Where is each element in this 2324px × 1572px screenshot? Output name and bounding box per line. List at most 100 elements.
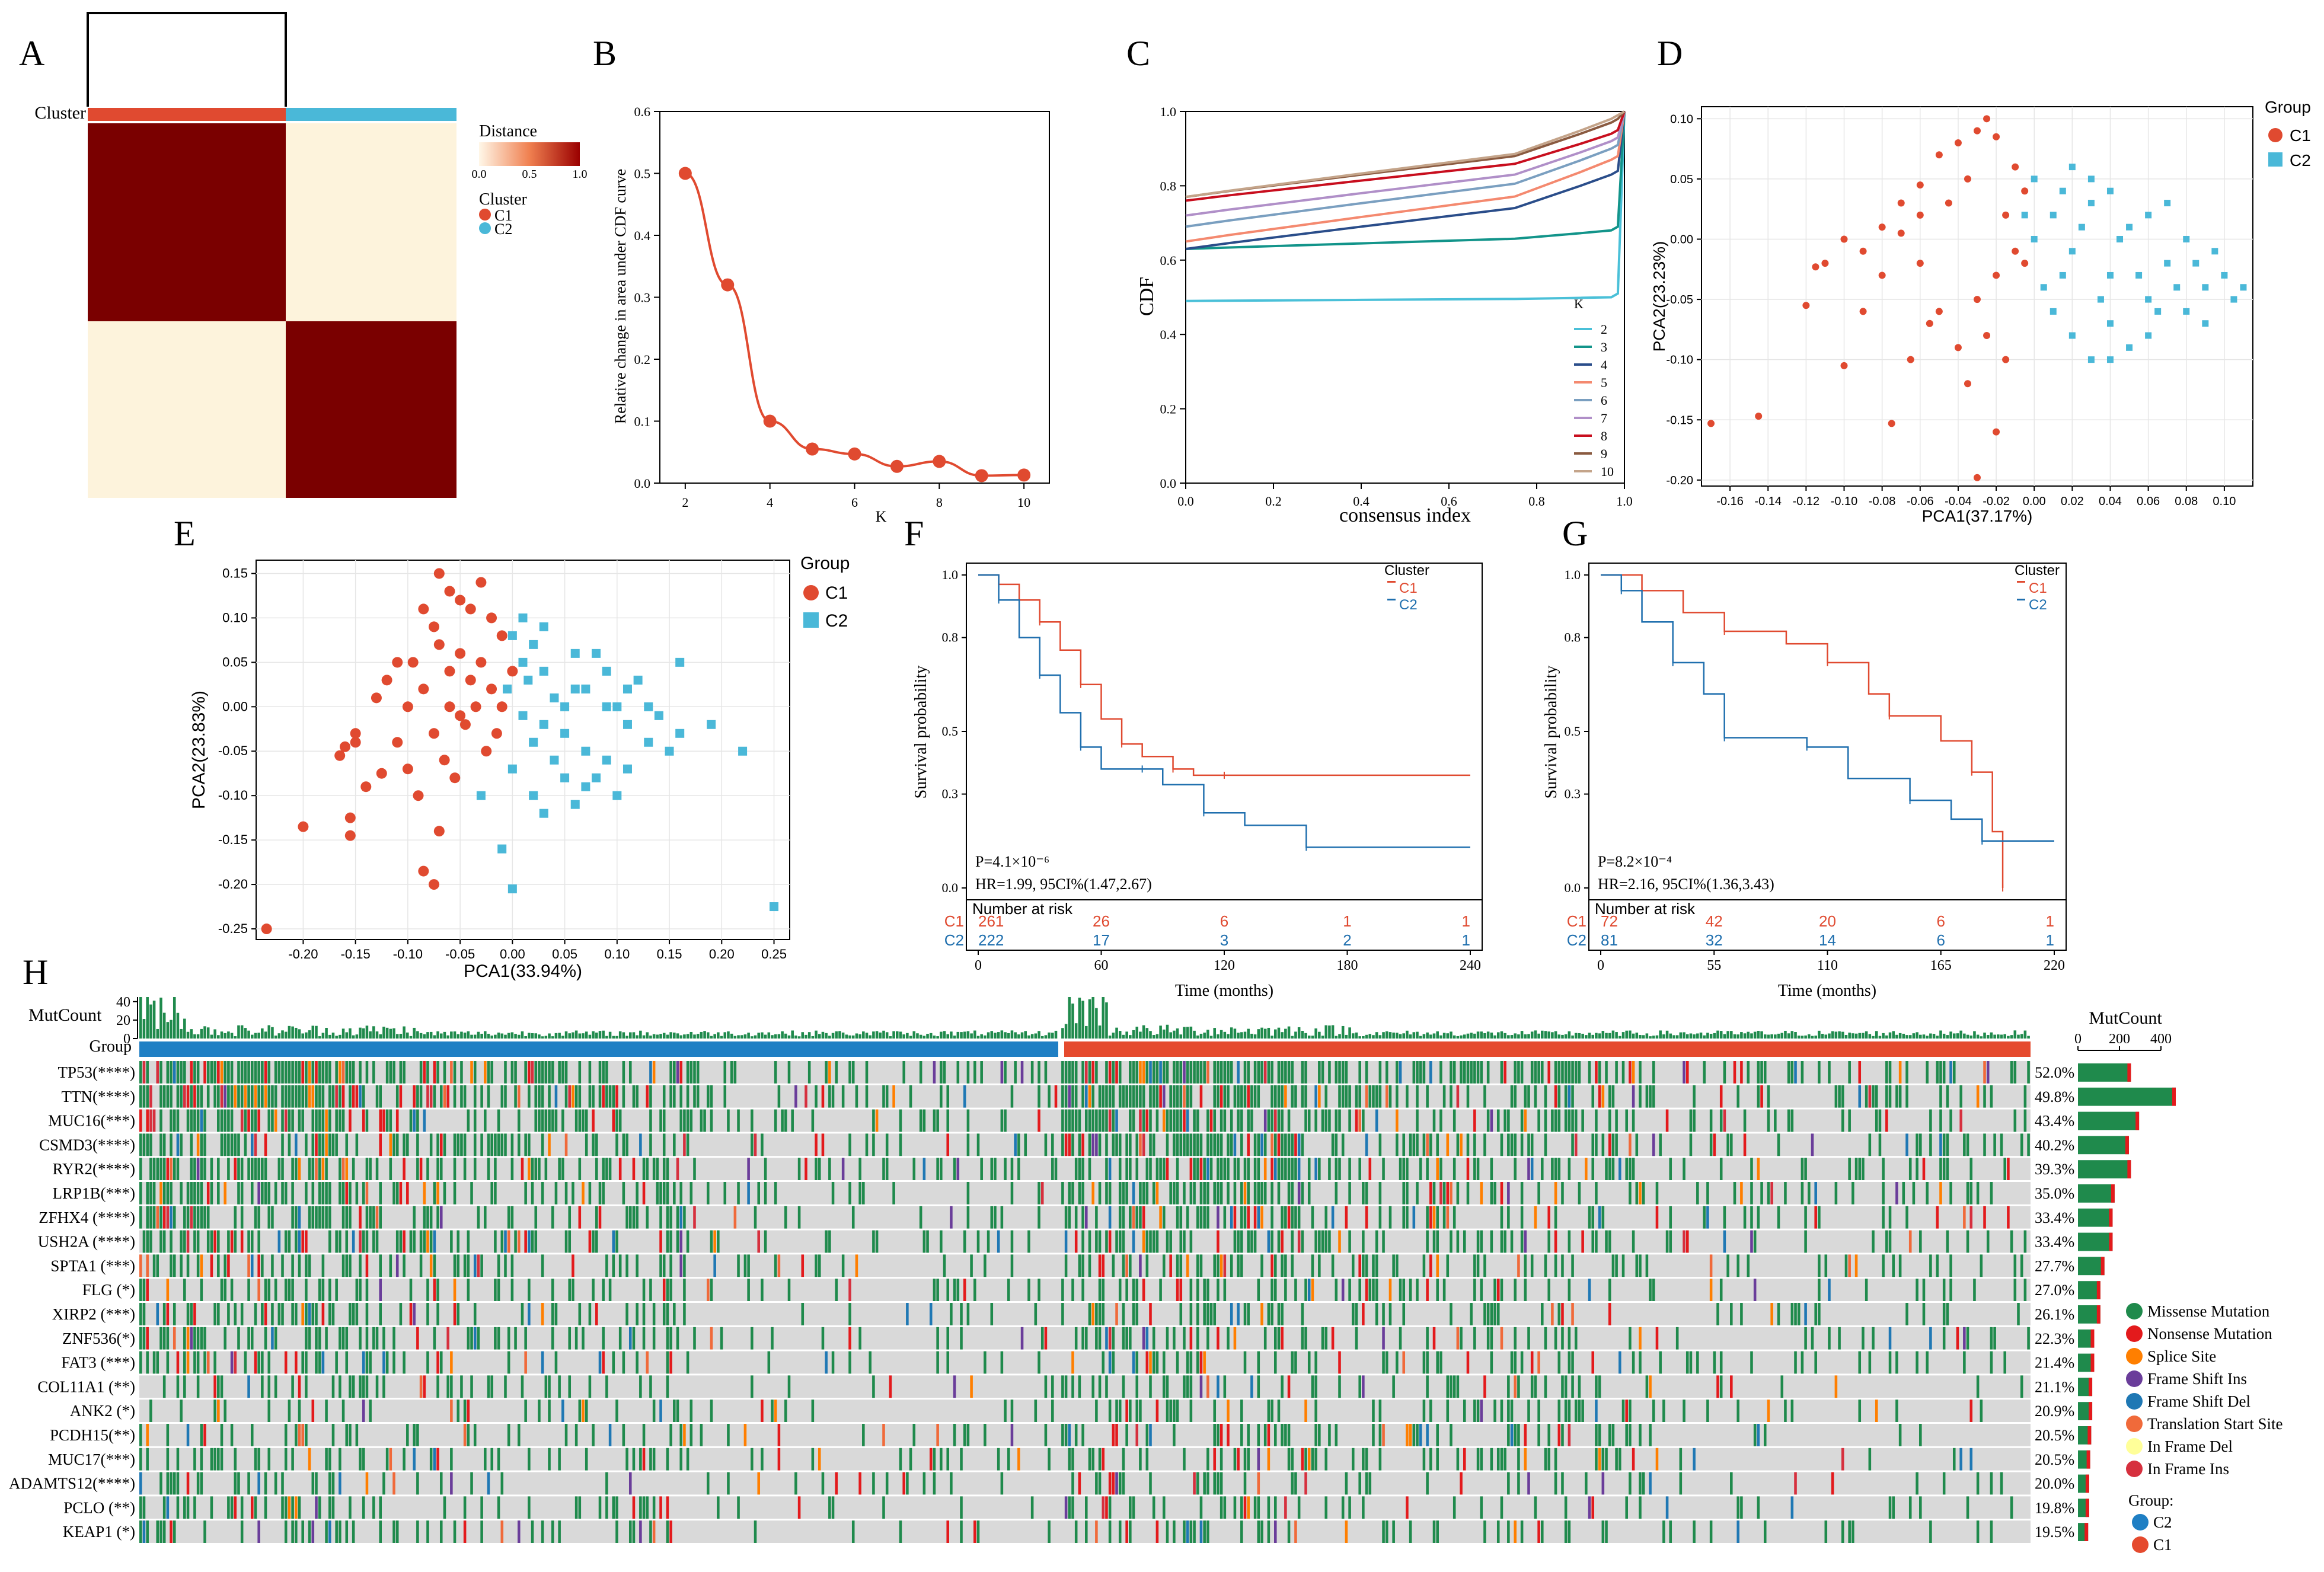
panel-a: A Cluster Distance 0.0 0.5 1.0 Cluster C…: [19, 12, 588, 498]
oncoprint-cell: [1281, 1327, 1284, 1350]
oncoprint-cell: [1132, 1085, 1135, 1108]
oncoprint-cell: [1294, 1133, 1297, 1156]
oncoprint-cell: [423, 1206, 426, 1229]
oncoprint-cell: [636, 1351, 639, 1374]
oncoprint-cell: [1564, 1085, 1568, 1108]
mutcount-bar: [1196, 1035, 1199, 1039]
distance-tick: 0.0: [472, 168, 487, 181]
oncoprint-cell: [494, 1158, 497, 1180]
b-y-tick-label: 0.3: [634, 290, 651, 305]
oncoprint-cell: [649, 1375, 652, 1398]
mutcount-bar: [2010, 1035, 2013, 1039]
oncoprint-cell: [1040, 1182, 1044, 1204]
f-risk-title: Number at risk: [972, 900, 1073, 918]
oncoprint-cell: [1939, 1133, 1942, 1156]
oncoprint-cell: [152, 1206, 156, 1229]
oncoprint-cell: [369, 1400, 372, 1422]
oncoprint-cell: [1595, 1182, 1598, 1204]
oncoprint-cell: [439, 1158, 443, 1180]
mutcount-bar: [1615, 1032, 1618, 1039]
g-risk-value: 20: [1819, 912, 1836, 930]
mutcount-bar: [484, 1031, 487, 1039]
oncoprint-matrix: [139, 1061, 2031, 1543]
oncoprint-cell: [1223, 1109, 1227, 1132]
oncoprint-cell: [439, 1472, 443, 1495]
oncoprint-cell: [200, 1424, 203, 1446]
mutcount-bar: [1331, 1025, 1335, 1039]
oncoprint-cell: [1115, 1424, 1118, 1446]
oncoprint-cell: [1480, 1061, 1483, 1084]
legend-label: Frame Shift Del: [2147, 1392, 2250, 1410]
oncoprint-cell: [1544, 1133, 1547, 1156]
mutcount-bar: [1048, 1032, 1051, 1039]
oncoprint-cell: [234, 1472, 237, 1495]
oncoprint-cell: [1496, 1279, 1500, 1301]
oncoprint-cell: [1270, 1400, 1273, 1422]
oncoprint-cell: [413, 1303, 416, 1325]
oncoprint-cell: [994, 1206, 997, 1229]
oncoprint-cell: [1952, 1061, 1956, 1084]
oncoprint-cell: [1942, 1061, 1946, 1084]
oncoprint-cell: [473, 1061, 477, 1084]
oncoprint-cell: [1139, 1182, 1142, 1204]
oncoprint-cell: [1439, 1351, 1442, 1374]
oncoprint-cell: [1142, 1109, 1145, 1132]
oncoprint-cell: [288, 1109, 291, 1132]
oncoprint-cell: [1061, 1061, 1064, 1084]
oncoprint-cell: [1173, 1061, 1176, 1084]
mutcount-bar: [521, 1031, 524, 1039]
oncoprint-cell: [1260, 1061, 1263, 1084]
oncoprint-cell: [595, 1206, 598, 1229]
oncoprint-cell: [162, 1303, 166, 1325]
oncoprint-cell: [1382, 1303, 1385, 1325]
mutcount-bar: [1054, 1030, 1058, 1039]
mutcount-bar: [940, 1031, 943, 1039]
oncoprint-cell: [1263, 1424, 1267, 1446]
oncoprint-cell: [1412, 1206, 1416, 1229]
oncoprint-cell: [331, 1472, 335, 1495]
mutcount-bar: [264, 1031, 267, 1039]
mutcount-bar: [1709, 1034, 1713, 1039]
oncoprint-cell: [1888, 1206, 1892, 1229]
oncoprint-cell: [1199, 1351, 1203, 1374]
mutcount-bar: [389, 1028, 392, 1039]
e-point-c1: [376, 768, 387, 779]
c-marks: [1185, 110, 1626, 302]
oncoprint-cell: [1145, 1424, 1149, 1446]
oncoprint-cell: [321, 1061, 325, 1084]
mutcount-bar: [875, 1031, 879, 1039]
oncoprint-cell: [574, 1327, 578, 1350]
mutcount-bar: [713, 1034, 716, 1039]
oncoprint-cell: [1176, 1254, 1179, 1277]
oncoprint-cell: [1611, 1158, 1615, 1180]
mutcount-bar: [1452, 1035, 1456, 1039]
oncoprint-cell: [166, 1448, 170, 1471]
oncoprint-cell: [1260, 1520, 1263, 1543]
oncoprint-cell: [1375, 1303, 1378, 1325]
h-mutcount-label: MutCount: [28, 1005, 102, 1025]
oncoprint-cell: [1919, 1424, 1922, 1446]
mutcount-bar: [1959, 1030, 1962, 1039]
oncoprint-cell: [1294, 1279, 1297, 1301]
oncoprint-cell: [1750, 1158, 1753, 1180]
oncoprint-cell: [1801, 1158, 1804, 1180]
mutcount-bar: [730, 1033, 733, 1039]
oncoprint-cell: [564, 1085, 568, 1108]
oncoprint-cell: [929, 1303, 933, 1325]
oncoprint-cell: [139, 1472, 142, 1495]
mutcount-bar: [436, 1031, 439, 1039]
oncoprint-cell: [494, 1230, 497, 1253]
oncoprint-cell: [997, 1448, 1000, 1471]
oncoprint-cell: [281, 1303, 284, 1325]
mutcount-bar: [815, 1030, 818, 1039]
oncoprint-cell: [1496, 1303, 1500, 1325]
oncoprint-cell: [1243, 1472, 1247, 1495]
oncoprint-cell: [497, 1109, 500, 1132]
oncoprint-cell: [1260, 1206, 1263, 1229]
oncoprint-cell: [858, 1158, 861, 1180]
oncoprint-cell: [1220, 1472, 1223, 1495]
oncoprint-cell: [1297, 1182, 1301, 1204]
oncoprint-cell: [315, 1061, 318, 1084]
oncoprint-cell: [1267, 1303, 1270, 1325]
oncoprint-cell: [1155, 1158, 1159, 1180]
